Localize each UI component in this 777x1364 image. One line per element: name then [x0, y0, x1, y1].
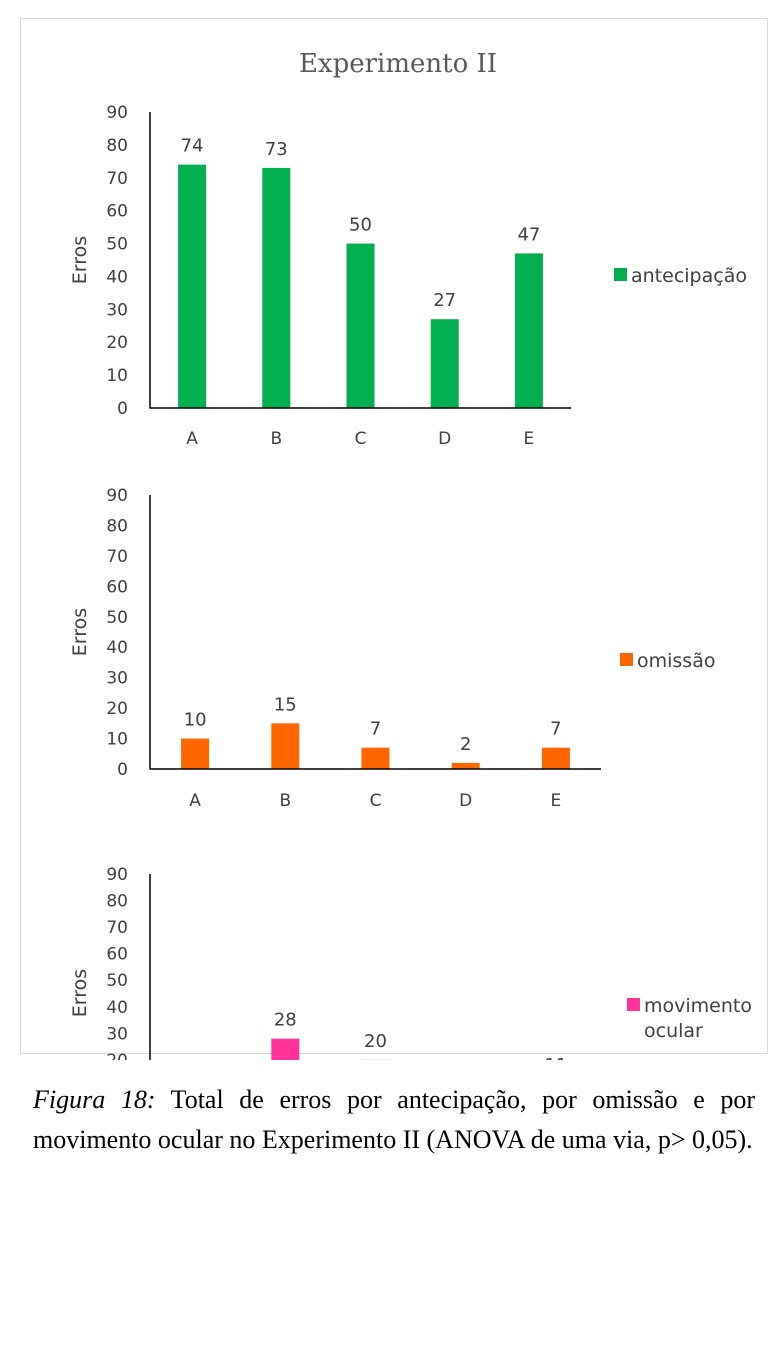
- bar: [181, 738, 210, 769]
- bar: [271, 1038, 300, 1060]
- data-label: 7: [370, 719, 381, 740]
- y-tick-label: 70: [106, 169, 128, 189]
- y-axis-label: Erros: [69, 969, 91, 1017]
- data-label: 28: [274, 1010, 297, 1031]
- y-tick-label: 20: [106, 699, 128, 719]
- y-tick-label: 10: [106, 730, 128, 750]
- data-label: 2: [460, 734, 471, 755]
- y-axis-label: Erros: [69, 608, 91, 656]
- y-tick-label: 60: [106, 577, 128, 597]
- data-label: 73: [265, 139, 288, 160]
- y-tick-label: 30: [106, 669, 128, 689]
- legend-swatch: [627, 998, 640, 1011]
- legend-label: antecipação: [631, 265, 747, 287]
- bar: [346, 243, 375, 408]
- chart-title: Experimento II: [299, 49, 497, 79]
- y-axis-label: Erros: [69, 236, 91, 284]
- y-tick-label: 20: [106, 1051, 128, 1060]
- x-tick-label: D: [438, 429, 451, 449]
- x-tick-label: C: [370, 791, 382, 811]
- y-tick-label: 90: [106, 865, 128, 885]
- y-tick-label: 40: [106, 267, 128, 287]
- data-label: 50: [349, 215, 372, 236]
- y-tick-label: 0: [117, 399, 128, 419]
- bar: [451, 762, 480, 769]
- data-label: 20: [364, 1031, 387, 1052]
- x-tick-label: A: [189, 791, 201, 811]
- x-tick-label: E: [551, 791, 562, 811]
- y-tick-label: 90: [106, 103, 128, 123]
- caption-figure-label: Figura 18:: [33, 1085, 156, 1114]
- x-tick-label: D: [459, 791, 472, 811]
- y-tick-label: 80: [106, 136, 128, 156]
- y-tick-label: 30: [106, 300, 128, 320]
- data-label: 74: [181, 136, 204, 157]
- y-tick-label: 50: [106, 971, 128, 991]
- y-tick-label: 80: [106, 892, 128, 912]
- x-tick-label: A: [186, 429, 198, 449]
- y-tick-label: 90: [106, 486, 128, 506]
- x-tick-label: B: [279, 791, 291, 811]
- legend-label: ocular: [644, 1020, 703, 1042]
- legend-swatch: [614, 268, 627, 281]
- y-tick-label: 20: [106, 333, 128, 353]
- figure-frame: [20, 18, 768, 1054]
- bar: [178, 164, 207, 408]
- y-tick-label: 40: [106, 638, 128, 658]
- bar: [541, 747, 570, 769]
- x-tick-label: E: [524, 429, 535, 449]
- data-label: 47: [517, 224, 540, 245]
- y-tick-label: 10: [106, 366, 128, 386]
- bar: [262, 167, 291, 408]
- legend-label: movimento: [644, 995, 752, 1017]
- bar: [514, 253, 543, 408]
- y-tick-label: 60: [106, 945, 128, 965]
- y-tick-label: 0: [117, 760, 128, 780]
- data-label: 7: [550, 719, 561, 740]
- legend-label: omissão: [637, 650, 715, 672]
- caption-text: Total de erros por antecipação, por omis…: [33, 1085, 755, 1154]
- data-label: 11: [544, 1055, 567, 1060]
- chart-area: Experimento II0102030405060708090Erros74…: [69, 49, 752, 1060]
- y-tick-label: 30: [106, 1024, 128, 1044]
- y-tick-label: 40: [106, 998, 128, 1018]
- bar: [430, 319, 459, 408]
- data-label: 27: [433, 290, 456, 311]
- y-tick-label: 50: [106, 235, 128, 255]
- x-tick-label: B: [270, 429, 282, 449]
- y-tick-label: 50: [106, 608, 128, 628]
- data-label: 10: [184, 710, 207, 731]
- y-tick-label: 60: [106, 202, 128, 222]
- x-tick-label: C: [355, 429, 367, 449]
- y-tick-label: 70: [106, 918, 128, 938]
- bar: [361, 747, 390, 769]
- y-tick-label: 70: [106, 547, 128, 567]
- data-label: 15: [274, 694, 297, 715]
- y-tick-label: 80: [106, 516, 128, 536]
- bar: [271, 723, 300, 769]
- legend-swatch: [620, 653, 633, 666]
- figure-caption: Figura 18: Total de erros por antecipaçã…: [33, 1080, 755, 1160]
